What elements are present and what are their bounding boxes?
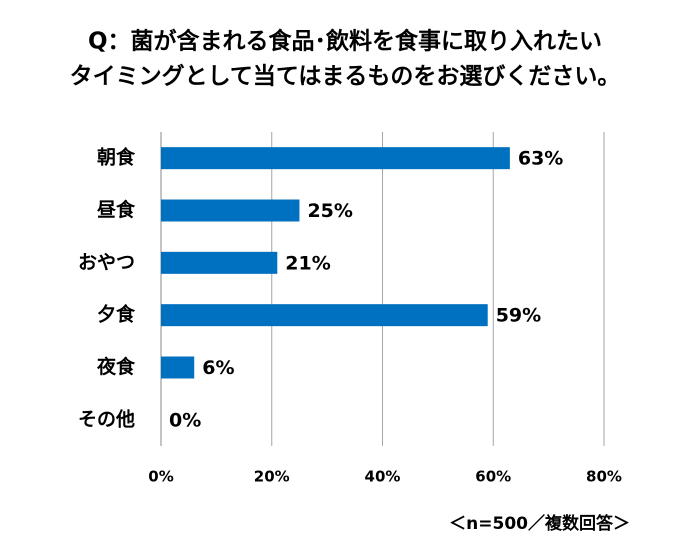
value-label: 0% xyxy=(169,409,201,431)
y-tick-label: 昼食 xyxy=(97,198,136,221)
y-tick-label: 朝食 xyxy=(97,146,136,169)
value-label: 25% xyxy=(307,200,352,222)
x-tick-label: 40% xyxy=(365,468,401,486)
bar xyxy=(161,147,510,170)
chart-title: タイミングとして当てはまるものをお選びください。 xyxy=(70,63,621,90)
bar xyxy=(161,356,195,379)
bar xyxy=(161,199,300,222)
value-label: 6% xyxy=(202,357,234,379)
x-tick-label: 80% xyxy=(586,468,622,486)
note: ＜n=500／複数回答＞ xyxy=(449,513,630,534)
value-label: 63% xyxy=(518,148,563,170)
value-label: 59% xyxy=(496,305,541,327)
bar xyxy=(161,251,278,274)
y-tick-label: おやつ xyxy=(78,251,135,273)
y-tick-label: 夕食 xyxy=(97,303,136,326)
y-tick-label: 夜食 xyxy=(96,355,136,378)
bar xyxy=(161,304,488,327)
value-label: 21% xyxy=(285,252,330,274)
x-tick-label: 0% xyxy=(148,468,173,486)
x-tick-label: 20% xyxy=(254,468,290,486)
y-tick-label: その他 xyxy=(78,407,135,430)
chart-title: Q：菌が含まれる食品･飲料を食事に取り入れたい xyxy=(88,28,602,55)
x-tick-label: 60% xyxy=(475,468,511,486)
